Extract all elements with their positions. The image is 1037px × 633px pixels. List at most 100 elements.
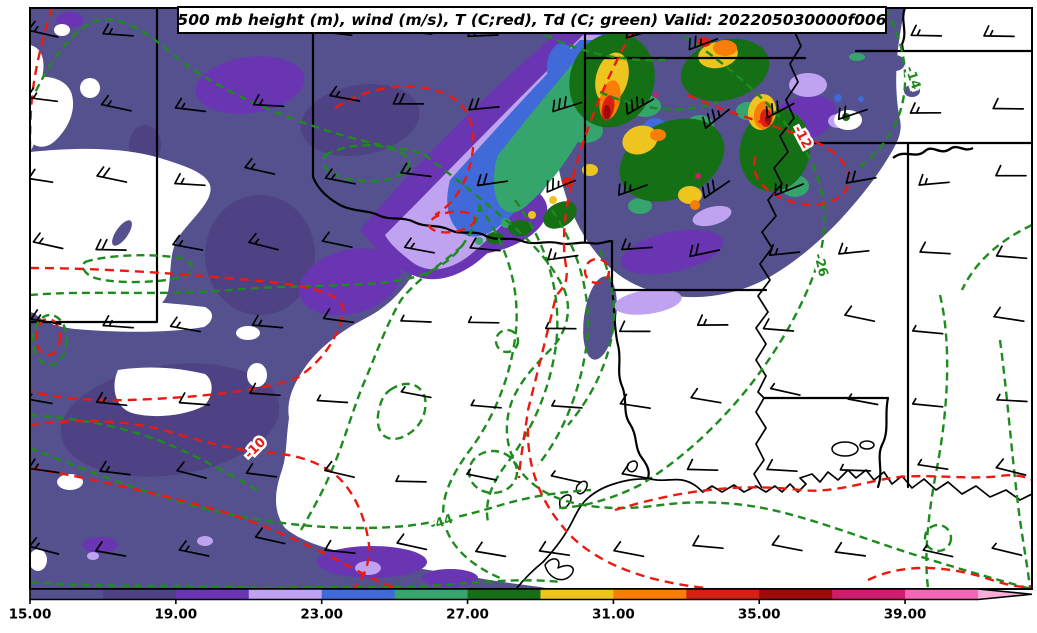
wind-barb [991, 542, 1023, 557]
colorbar-segment [759, 589, 833, 600]
td-contour-path [567, 249, 616, 426]
t-contour-path [334, 85, 475, 217]
wind-barb [324, 168, 356, 185]
t-contour-path [526, 427, 707, 588]
wind-barb [99, 460, 131, 476]
wind-barb [621, 238, 653, 251]
colorbar-tick-label: 31.00 [592, 607, 635, 623]
td-contour-path [31, 313, 69, 367]
colorbar-segment [540, 589, 614, 600]
td-contour-path [485, 199, 559, 523]
wind-barb [31, 458, 60, 474]
wind-barb [395, 474, 427, 483]
t-contour-path [583, 257, 611, 285]
colorbar-extend-arrow [978, 589, 1032, 600]
state-borders [31, 9, 1031, 489]
t-contour-path [427, 210, 477, 234]
wind-barb [617, 181, 648, 196]
wind-barb [469, 237, 501, 252]
wind-barb [996, 393, 1028, 403]
temperature-contours [31, 9, 1031, 588]
wind-barb [918, 173, 950, 186]
bay-squiggles [544, 460, 639, 581]
wind-barb [838, 242, 870, 255]
wind-barb [476, 173, 509, 187]
colorbar-segment [832, 589, 906, 600]
wind-barb [31, 537, 60, 555]
wind-barb [251, 314, 284, 329]
t-contour-path [867, 566, 1031, 588]
t-contour-path [34, 317, 62, 357]
border-kentucky-tennessee [854, 9, 1031, 53]
wind-barb [919, 241, 951, 255]
td-contour-path [599, 90, 719, 111]
title-box: 500 mb height (m), wind (m/s), T (C;red)… [177, 6, 887, 34]
border-texas-louisiana [610, 288, 650, 480]
wind-barb [845, 170, 877, 184]
wind-barb [765, 100, 795, 119]
wind-barb [100, 94, 132, 112]
colorbar-tick-label: 39.00 [884, 607, 927, 623]
wind-barb [993, 306, 1025, 323]
wind-barb [690, 387, 722, 404]
wind-barb [470, 399, 502, 409]
td-contour-path [467, 449, 519, 495]
wind-barb [396, 533, 428, 551]
td-contour-path [323, 144, 411, 183]
wind-barb [467, 315, 500, 324]
wind-barb [31, 20, 59, 38]
wind-barb [32, 232, 64, 250]
td-contour-path [544, 33, 666, 62]
wind-barb [995, 458, 1027, 476]
lake-pontchartrain [831, 441, 859, 457]
wind-barb [701, 179, 731, 199]
wind-barb [688, 35, 719, 51]
wind-barb [254, 527, 286, 545]
t-contour-path [517, 17, 642, 479]
td-contour-path [857, 9, 907, 169]
wind-barb [686, 458, 719, 472]
td-contour-path [31, 447, 592, 530]
wind-barb [837, 105, 868, 121]
colorbar-segment [905, 589, 979, 600]
colorbar-segment [394, 589, 469, 600]
colorbar-outline [29, 588, 1033, 601]
colorbar-tick-label: 27.00 [446, 607, 489, 623]
td-contour-path [442, 204, 518, 580]
wind-barb [847, 393, 879, 406]
wind-barb [102, 23, 134, 37]
wind-barb [834, 541, 867, 557]
t-contour-path [614, 474, 1031, 512]
chart-title: 500 mb height (m), wind (m/s), T (C;red)… [177, 11, 887, 29]
wind-barb [252, 93, 285, 108]
wind-barb [400, 314, 432, 323]
td-label-44: -44 [428, 512, 455, 534]
wind-barb [172, 234, 204, 251]
wind-barb [551, 399, 583, 409]
wind-barb [983, 25, 1015, 38]
wind-barb [618, 320, 651, 333]
wind-barb [619, 393, 651, 410]
wind-barb [466, 468, 498, 481]
wind-barb [550, 470, 582, 484]
wind-barb [329, 85, 361, 102]
td-contour-path [554, 9, 826, 510]
wind-barb [244, 157, 276, 175]
wind-barb [544, 322, 577, 330]
td-contour-path [494, 328, 520, 354]
wind-barb [31, 87, 59, 103]
wind-barb [766, 458, 798, 473]
wind-barb [696, 314, 729, 326]
tennessee-river [892, 145, 974, 159]
wind-barb [774, 181, 805, 197]
wind-barb [324, 539, 356, 555]
border-red-river [311, 175, 614, 246]
wind-barb [538, 540, 571, 557]
wind-barb [910, 24, 943, 37]
wind-barb [174, 97, 207, 113]
wind-barb [917, 458, 949, 471]
wind-barb [769, 382, 801, 396]
colorbar-segment [248, 589, 323, 600]
wind-barb [844, 305, 876, 323]
